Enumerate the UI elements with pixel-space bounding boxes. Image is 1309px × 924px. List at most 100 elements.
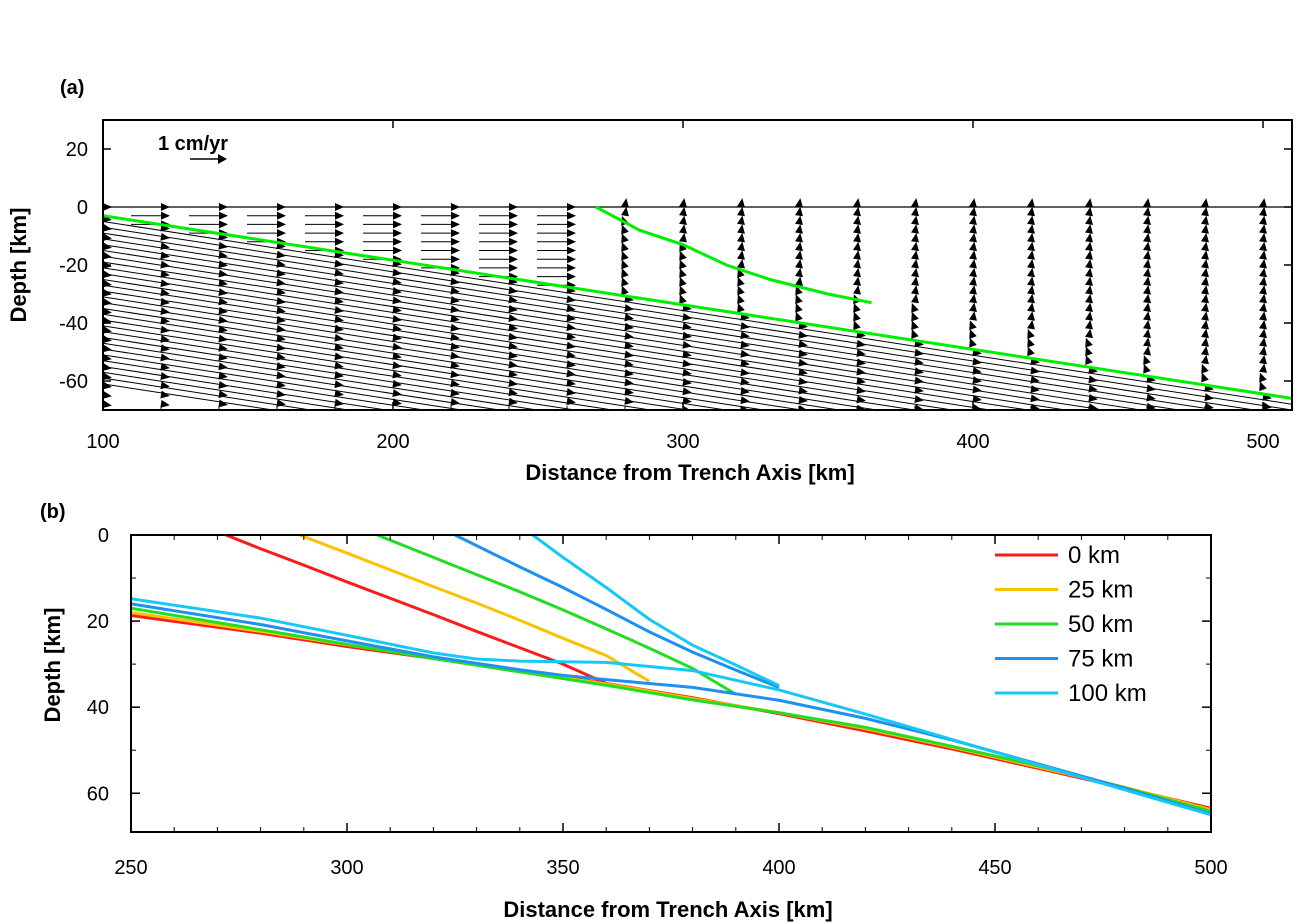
slab-flow-line bbox=[103, 279, 956, 410]
flow-arrow bbox=[1204, 393, 1214, 402]
flow-arrow bbox=[103, 233, 112, 241]
flow-arrow bbox=[969, 232, 977, 243]
flow-arrow bbox=[508, 332, 518, 341]
flow-arrow bbox=[1143, 206, 1151, 217]
flow-arrow bbox=[334, 305, 344, 314]
flow-arrow bbox=[566, 350, 576, 359]
flow-arrow bbox=[1143, 276, 1151, 286]
flow-arrow bbox=[972, 394, 982, 403]
flow-arrow bbox=[276, 362, 286, 370]
x-tick-label: 400 bbox=[956, 431, 989, 453]
flow-arrow bbox=[160, 353, 170, 362]
flow-arrow bbox=[1085, 276, 1093, 286]
flow-arrow bbox=[103, 298, 112, 306]
panel-b-ticks: 250 300 350 400 450 500 0 20 40 60 bbox=[87, 525, 1228, 879]
flow-arrow bbox=[160, 269, 170, 278]
flow-arrow bbox=[914, 395, 924, 404]
flow-arrow bbox=[450, 342, 460, 351]
flow-arrow bbox=[856, 404, 866, 410]
flow-arrow bbox=[276, 352, 286, 361]
flow-arrow bbox=[1027, 232, 1035, 243]
flow-arrow bbox=[334, 315, 344, 324]
flow-arrow bbox=[218, 260, 228, 269]
flow-arrow bbox=[914, 404, 924, 410]
flow-arrow bbox=[969, 198, 977, 208]
flow-arrow bbox=[969, 224, 977, 234]
flow-arrow bbox=[509, 203, 518, 211]
flow-arrow bbox=[1201, 346, 1209, 356]
flow-arrow bbox=[911, 250, 919, 260]
flow-arrow bbox=[218, 343, 228, 352]
flow-arrow bbox=[103, 381, 112, 390]
flow-arrow bbox=[624, 396, 634, 405]
flow-arrow bbox=[1027, 250, 1035, 260]
flow-arrow bbox=[103, 353, 112, 362]
flow-arrow bbox=[218, 241, 228, 250]
series-wedge-line bbox=[531, 535, 780, 688]
flow-arrow bbox=[737, 302, 745, 313]
flow-arrow bbox=[566, 397, 576, 406]
flow-arrow bbox=[567, 237, 576, 246]
flow-arrow bbox=[103, 279, 112, 288]
flow-arrow bbox=[508, 341, 518, 350]
flow-arrow bbox=[103, 400, 112, 408]
flow-arrow bbox=[160, 390, 170, 399]
flow-arrow bbox=[853, 311, 861, 322]
wedge-boundary-line bbox=[595, 205, 872, 305]
y-tick-label: 0 bbox=[77, 197, 88, 219]
y-tick-label: 0 bbox=[98, 525, 109, 547]
flow-arrow bbox=[450, 388, 460, 397]
slab-flow-line bbox=[103, 331, 616, 410]
flow-arrow bbox=[621, 224, 629, 235]
slab-flow-line bbox=[103, 377, 314, 410]
flow-arrow bbox=[566, 378, 576, 387]
flow-arrow bbox=[1088, 393, 1098, 402]
flow-arrow bbox=[737, 198, 745, 208]
flow-arrow bbox=[1143, 337, 1151, 347]
panel-b-label: (b) bbox=[40, 501, 66, 523]
flow-arrow bbox=[1027, 198, 1035, 208]
slab-flow-line bbox=[103, 250, 1145, 410]
flow-arrow bbox=[853, 285, 861, 295]
flow-arrow bbox=[508, 351, 518, 360]
x-tick-label: 500 bbox=[1246, 431, 1279, 453]
flow-arrow bbox=[334, 343, 344, 352]
flow-arrow bbox=[451, 220, 460, 229]
flow-arrow bbox=[1143, 311, 1151, 321]
flow-arrow bbox=[624, 387, 634, 396]
flow-arrow bbox=[1085, 232, 1093, 243]
flow-arrow bbox=[451, 237, 460, 246]
flow-arrow bbox=[276, 371, 286, 380]
slab-flow-line bbox=[103, 238, 1220, 410]
slab-flow-line bbox=[103, 319, 692, 410]
series-line bbox=[131, 597, 1211, 817]
flow-arrow bbox=[682, 396, 692, 405]
flow-arrow bbox=[1259, 319, 1267, 330]
flow-arrow bbox=[1201, 206, 1209, 217]
flow-arrow bbox=[566, 388, 576, 396]
flow-arrow bbox=[798, 340, 808, 349]
flow-arrow bbox=[798, 405, 808, 410]
flow-arrow bbox=[1259, 206, 1267, 217]
flow-arrow bbox=[1259, 267, 1267, 278]
flow-arrow bbox=[1027, 276, 1035, 286]
flow-arrow bbox=[679, 232, 687, 243]
flow-arrow bbox=[509, 220, 518, 229]
flow-arrow bbox=[740, 396, 750, 405]
slab-flow-line bbox=[103, 261, 1069, 410]
flow-arrow bbox=[795, 267, 803, 278]
flow-arrow bbox=[103, 390, 112, 399]
flow-arrow bbox=[1030, 366, 1040, 375]
slab-flow-line bbox=[103, 313, 730, 410]
flow-arrow bbox=[276, 287, 286, 296]
flow-arrow bbox=[1259, 363, 1267, 373]
flow-arrow bbox=[1201, 328, 1209, 339]
flow-arrow bbox=[740, 386, 750, 395]
flow-arrow bbox=[1146, 384, 1156, 393]
flow-arrow bbox=[392, 305, 402, 314]
flow-arrow bbox=[392, 389, 402, 398]
panel-b-ylabel: Depth [km] bbox=[40, 608, 65, 723]
flow-arrow bbox=[566, 313, 576, 322]
flow-arrow bbox=[795, 206, 803, 217]
